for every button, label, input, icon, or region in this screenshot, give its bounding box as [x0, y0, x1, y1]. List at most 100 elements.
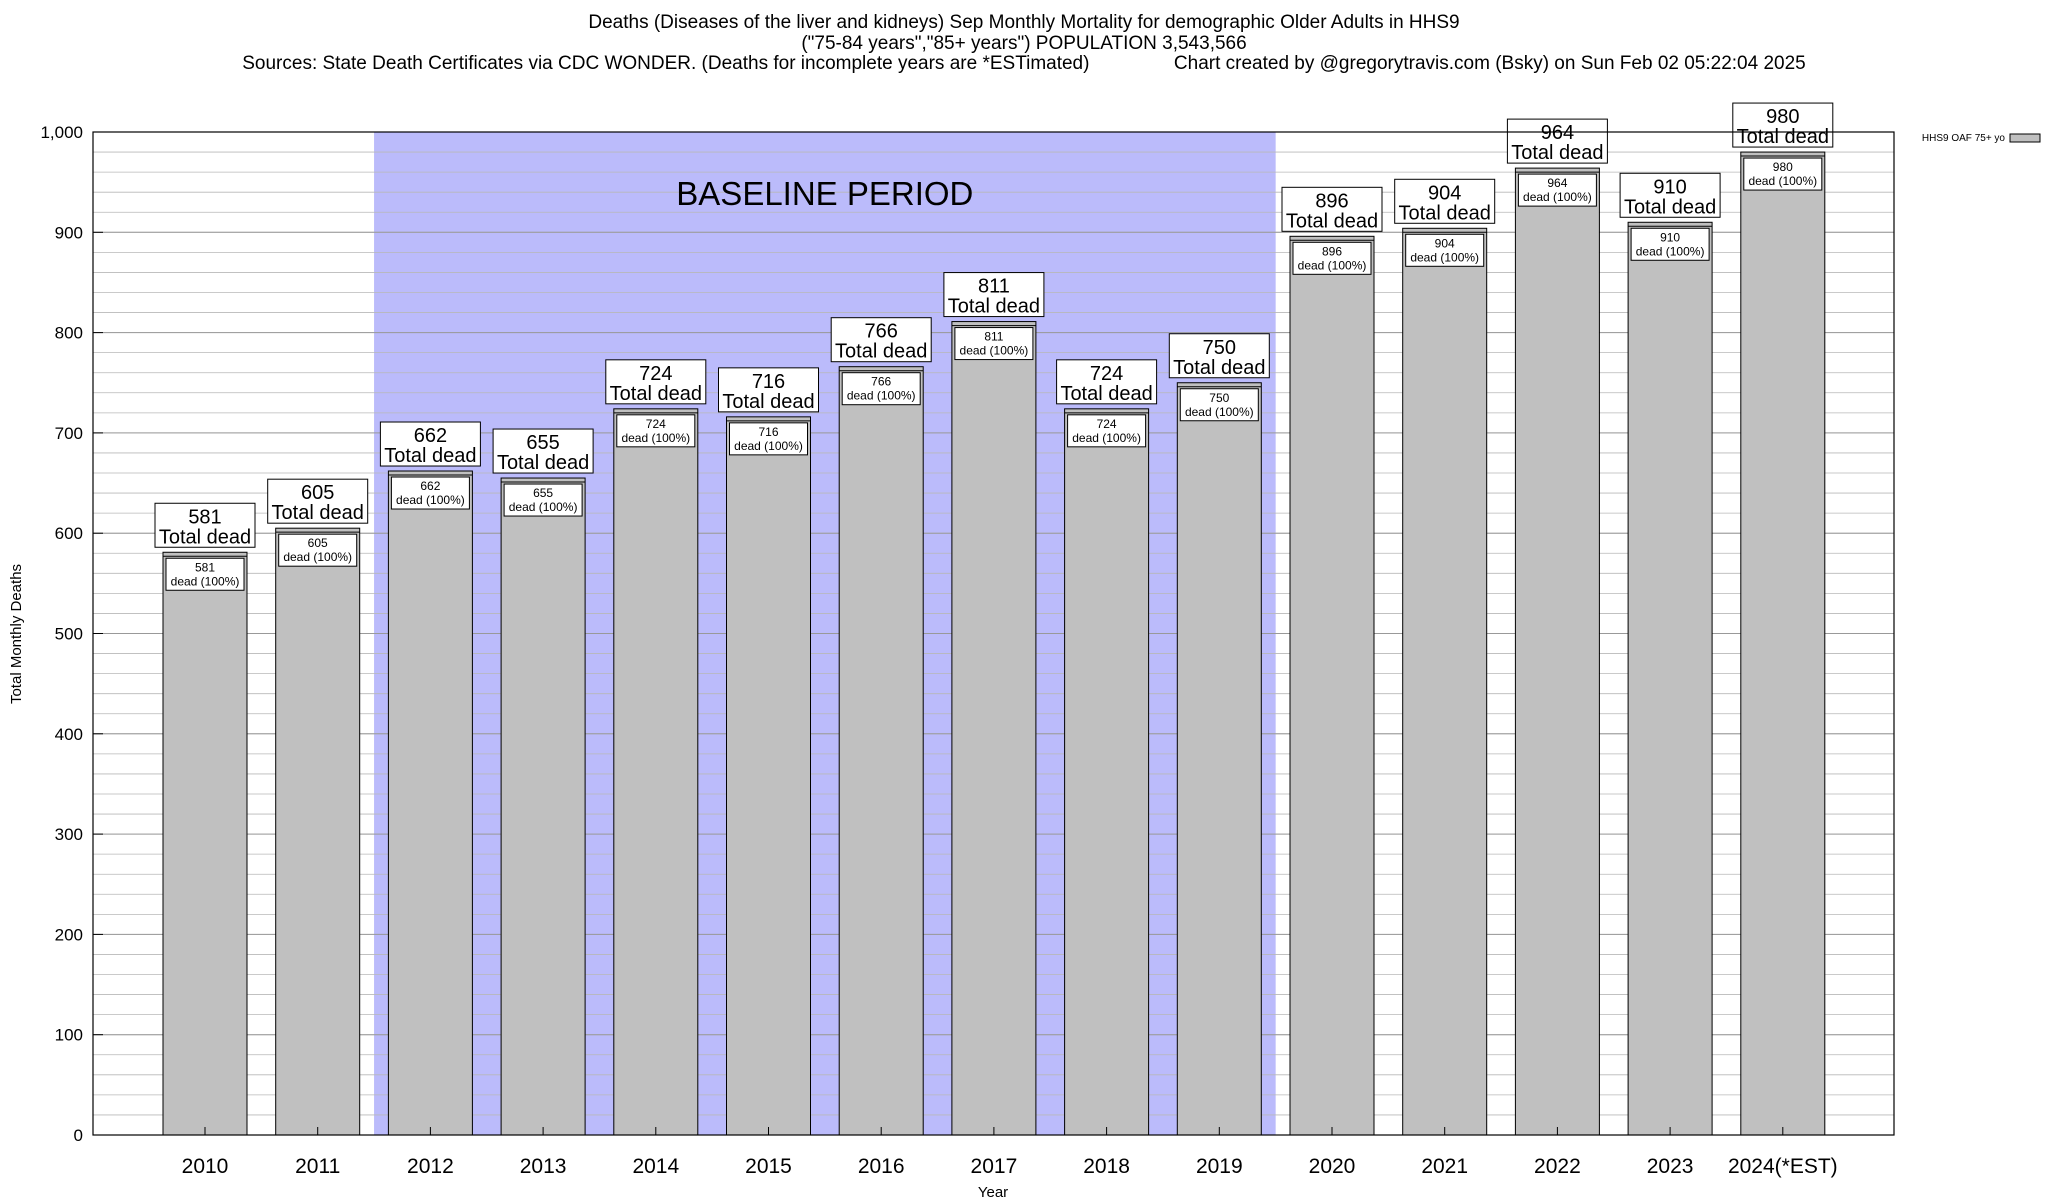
bar-inner-label-box — [616, 414, 696, 448]
bar-inner-value-label: 750 — [1209, 391, 1229, 405]
bar-total-label-box — [1394, 178, 1496, 224]
x-tick-label: 2018 — [1083, 1155, 1130, 1178]
bar-inner-value-label: 904 — [1435, 236, 1455, 250]
bar-total-dead-label: Total dead — [1286, 210, 1378, 232]
bar — [1740, 151, 1826, 1136]
bar-total-value-label: 581 — [188, 506, 221, 528]
bar-total-dead-label: Total dead — [835, 341, 927, 363]
bar-inner-label-box — [1405, 233, 1485, 267]
bar — [1289, 235, 1375, 1136]
bar-total-dead-label: Total dead — [1173, 357, 1265, 379]
x-tick-label: 2024(*EST) — [1728, 1155, 1838, 1178]
x-tick-label: 2021 — [1421, 1155, 1468, 1178]
bar-total-dead-label: Total dead — [1399, 202, 1491, 224]
bar-inner-value-label: 581 — [195, 560, 215, 574]
bar-inner-label-box — [729, 422, 808, 456]
bar — [1402, 227, 1488, 1136]
bar-total-value-label: 605 — [301, 482, 334, 504]
bar-inner-dead-label: dead (100%) — [1748, 174, 1817, 188]
x-tick-label: 2016 — [858, 1155, 905, 1178]
y-tick-label: 800 — [55, 324, 83, 343]
bar-total-dead-label: Total dead — [1737, 126, 1829, 148]
x-axis-label: Year — [978, 1184, 1008, 1200]
y-tick-label: 100 — [55, 1026, 83, 1045]
legend-swatch — [2009, 133, 2041, 143]
chart-title-line-1: Deaths (Diseases of the liver and kidney… — [588, 12, 1460, 33]
bar-total-label-box — [830, 317, 932, 363]
bar-total-dead-label: Total dead — [384, 445, 476, 467]
x-tick-label: 2010 — [182, 1155, 229, 1178]
bar-total-value-label: 964 — [1541, 122, 1574, 144]
y-tick-label: 0 — [74, 1126, 83, 1145]
x-tick-label: 2023 — [1647, 1155, 1694, 1178]
y-axis-label: Total Monthly Deaths — [8, 564, 25, 704]
x-tick-label: 2020 — [1309, 1155, 1356, 1178]
bar-total-value-label: 766 — [865, 321, 898, 343]
plot-frame — [92, 131, 1895, 1136]
bar-inner-value-label: 716 — [758, 425, 778, 439]
bar-inner-value-label: 605 — [308, 536, 328, 550]
bar-inner-dead-label: dead (100%) — [1410, 250, 1479, 264]
bar-total-dead-label: Total dead — [1624, 196, 1716, 218]
bar-inner-label-box — [390, 476, 470, 510]
bar-total-value-label: 750 — [1203, 337, 1236, 359]
bar-total-value-label: 811 — [978, 276, 1010, 298]
bar-inner-value-label: 964 — [1547, 176, 1567, 190]
x-tick-label: 2013 — [520, 1155, 567, 1178]
x-tick-label: 2011 — [295, 1155, 340, 1178]
bar — [162, 551, 248, 1136]
bar-total-dead-label: Total dead — [722, 391, 814, 413]
bar-inner-value-label: 655 — [533, 486, 553, 500]
bar-total-label-box — [1281, 186, 1383, 232]
bar-inner-dead-label: dead (100%) — [960, 344, 1029, 358]
bar-total-label-box — [379, 421, 481, 467]
y-tick-label: 200 — [55, 925, 83, 944]
bar-inner-dead-label: dead (100%) — [1636, 244, 1705, 258]
chart-title-line-2: ("75-84 years","85+ years") POPULATION 3… — [801, 33, 1247, 54]
bar-total-label-box — [1506, 118, 1608, 164]
bar-inner-label-box — [1067, 414, 1147, 448]
y-tick-label: 900 — [55, 223, 83, 242]
bar-inner-value-label: 896 — [1322, 244, 1342, 258]
bar-total-label-box — [1619, 172, 1721, 218]
bar-total-value-label: 910 — [1653, 176, 1686, 198]
bar-total-value-label: 655 — [526, 432, 559, 454]
bar-inner-label-box — [165, 557, 245, 591]
bar-inner-value-label: 662 — [420, 479, 440, 493]
bar-total-dead-label: Total dead — [497, 452, 589, 474]
bar-total-dead-label: Total dead — [1511, 142, 1603, 164]
bar-inner-dead-label: dead (100%) — [1523, 190, 1592, 204]
y-tick-label: 600 — [55, 524, 83, 543]
bar-inner-dead-label: dead (100%) — [283, 550, 352, 564]
x-tick-label: 2012 — [407, 1155, 454, 1178]
bar-inner-dead-label: dead (100%) — [509, 500, 578, 514]
bar-total-value-label: 662 — [414, 425, 447, 447]
y-tick-label: 300 — [55, 825, 83, 844]
bar-inner-label-box — [1179, 388, 1259, 422]
y-tick-label: 400 — [55, 725, 83, 744]
bar-total-value-label: 904 — [1428, 182, 1461, 204]
bar-inner-dead-label: dead (100%) — [847, 389, 916, 403]
bar-inner-value-label: 811 — [984, 330, 1003, 344]
bar-inner-label-box — [954, 327, 1034, 361]
bar — [726, 416, 811, 1136]
x-tick-label: 2019 — [1196, 1155, 1243, 1178]
bar-inner-label-box — [1517, 173, 1597, 207]
y-tick-label: 500 — [55, 625, 83, 644]
y-tick-label: 1,000 — [40, 123, 83, 142]
bar-total-dead-label: Total dead — [272, 502, 364, 524]
bar-total-value-label: 980 — [1766, 106, 1799, 128]
bar-inner-label-box — [278, 533, 358, 567]
bar-total-label-box — [943, 272, 1045, 318]
x-tick-label: 2022 — [1534, 1155, 1581, 1178]
bar-inner-label-box — [1743, 157, 1823, 191]
bar — [275, 527, 361, 1136]
bar-inner-label-box — [841, 372, 921, 406]
bar-inner-label-box — [1292, 241, 1372, 275]
bar-total-label-box — [1732, 102, 1834, 148]
bar — [387, 470, 473, 1136]
bar-inner-value-label: 724 — [1097, 417, 1117, 431]
x-tick-label: 2015 — [745, 1155, 792, 1178]
bar-inner-value-label: 910 — [1660, 230, 1680, 244]
bar-inner-dead-label: dead (100%) — [734, 439, 803, 453]
